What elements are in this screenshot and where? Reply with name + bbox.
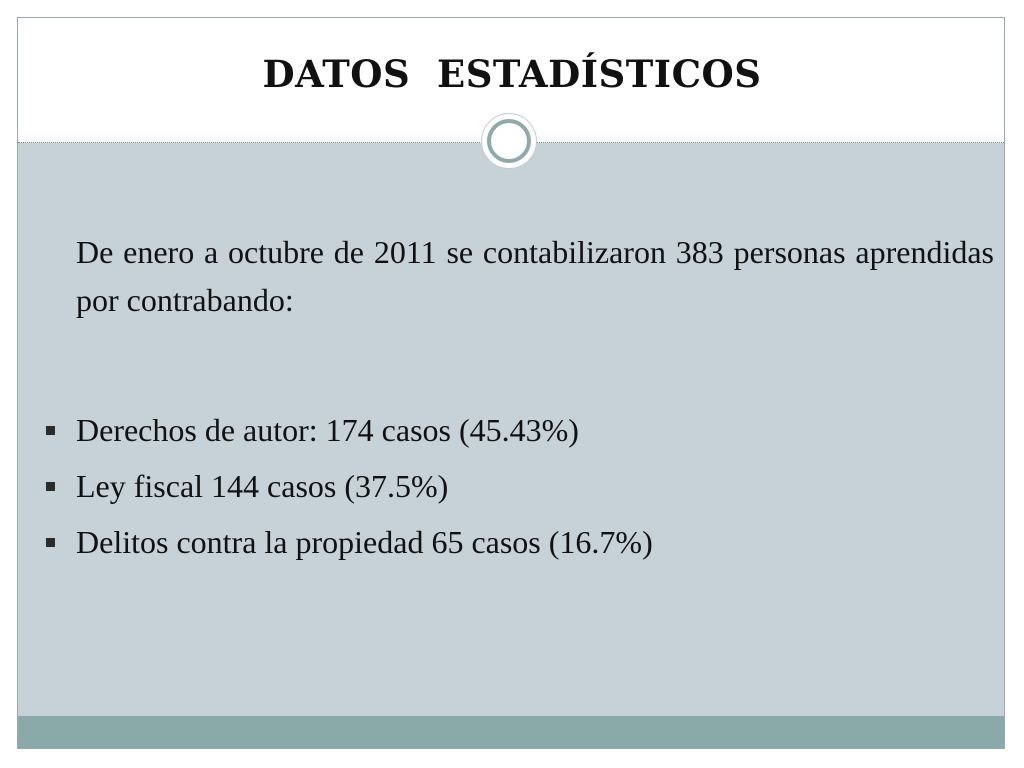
square-bullet-icon bbox=[46, 426, 55, 435]
square-bullet-icon bbox=[46, 482, 55, 491]
list-item-text: Derechos de autor: 174 casos (45.43%) bbox=[76, 412, 579, 448]
square-bullet-icon bbox=[46, 538, 55, 547]
content-area bbox=[18, 143, 1004, 716]
list-item-text: Delitos contra la propiedad 65 casos (16… bbox=[76, 524, 653, 560]
list-item: Ley fiscal 144 casos (37.5%) bbox=[44, 458, 994, 514]
statistics-list: Derechos de autor: 174 casos (45.43%) Le… bbox=[44, 402, 994, 570]
ring-icon bbox=[487, 119, 531, 163]
slide-title: DATOS ESTADÍSTICOS bbox=[262, 52, 762, 96]
list-item: Derechos de autor: 174 casos (45.43%) bbox=[44, 402, 994, 458]
footer-bar bbox=[18, 716, 1004, 748]
list-item: Delitos contra la propiedad 65 casos (16… bbox=[44, 514, 994, 570]
intro-paragraph: De enero a octubre de 2011 se contabiliz… bbox=[76, 234, 994, 318]
list-item-text: Ley fiscal 144 casos (37.5%) bbox=[76, 468, 449, 504]
